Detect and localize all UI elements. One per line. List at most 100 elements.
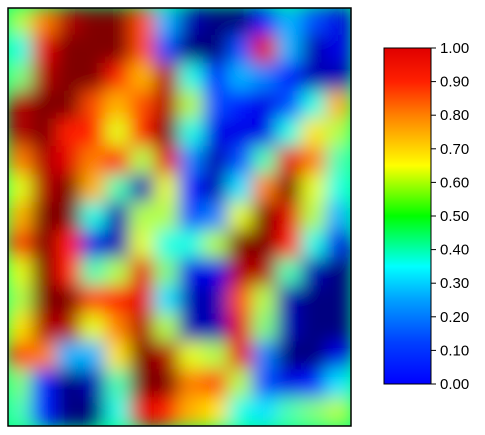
heatmap-cell — [301, 146, 328, 177]
heatmap-cell — [8, 174, 34, 205]
heatmap-cell — [31, 341, 58, 372]
heatmap-cell — [154, 229, 181, 260]
heatmap-cell — [154, 369, 181, 400]
heatmap-cell — [56, 285, 83, 316]
heatmap-cell — [325, 313, 351, 344]
heatmap-cell — [325, 118, 351, 149]
heatmap-cell — [56, 146, 83, 177]
heatmap-cell — [227, 341, 254, 372]
heatmap-cell — [301, 8, 328, 37]
heatmap-cell — [154, 90, 181, 121]
heatmap-cell — [105, 257, 132, 288]
heatmap-cell — [105, 341, 132, 372]
heatmap-cell — [178, 62, 205, 93]
heatmap-cell — [31, 257, 58, 288]
heatmap-cell — [105, 90, 132, 121]
heatmap-cell — [8, 369, 34, 400]
heatmap-cell — [178, 229, 205, 260]
heatmap-cell — [227, 174, 254, 205]
heatmap-cell — [276, 285, 303, 316]
heatmap-cell — [56, 62, 83, 93]
heatmap-cell — [8, 202, 34, 232]
heatmap-cell — [203, 174, 230, 205]
heatmap-cell — [301, 118, 328, 149]
colorbar-tick-label: 0.30 — [440, 275, 469, 292]
heatmap-cell — [276, 90, 303, 121]
heatmap-cell — [8, 146, 34, 177]
heatmap-cell — [178, 34, 205, 65]
heatmap-cell — [154, 285, 181, 316]
heatmap-cell — [8, 8, 34, 37]
heatmap-cell — [129, 146, 156, 177]
heatmap-cell — [80, 313, 107, 344]
heatmap-cell — [301, 62, 328, 93]
colorbar-tick-label: 0.50 — [440, 208, 469, 225]
heatmap-cell — [105, 313, 132, 344]
heatmap-cell — [56, 8, 83, 37]
heatmap-cell — [8, 341, 34, 372]
heatmap-cell — [31, 313, 58, 344]
heatmap-cell — [252, 62, 279, 93]
heatmap-cell — [154, 397, 181, 426]
heatmap-cell — [325, 229, 351, 260]
heatmap-cell — [178, 174, 205, 205]
heatmap-cell — [105, 118, 132, 149]
heatmap-cell — [56, 174, 83, 205]
heatmap-cell — [301, 397, 328, 426]
heatmap-cell — [203, 257, 230, 288]
heatmap-cell — [31, 397, 58, 426]
heatmap-cell — [154, 313, 181, 344]
heatmap-cell — [227, 90, 254, 121]
heatmap-cell — [129, 229, 156, 260]
heatmap-cell — [80, 285, 107, 316]
heatmap-cell — [203, 90, 230, 121]
heatmap-cell — [56, 257, 83, 288]
heatmap-cell — [203, 341, 230, 372]
heatmap-cell — [178, 257, 205, 288]
heatmap-cell — [325, 285, 351, 316]
heatmap-cell — [276, 62, 303, 93]
heatmap-cell — [301, 257, 328, 288]
heatmap-cell — [227, 313, 254, 344]
heatmap-cell — [80, 146, 107, 177]
heatmap-cell — [301, 285, 328, 316]
heatmap-cell — [8, 397, 34, 426]
heatmap-cell — [8, 62, 34, 93]
heatmap-cell — [80, 118, 107, 149]
heatmap-cell — [31, 62, 58, 93]
heatmap-cell — [154, 174, 181, 205]
heatmap-cell — [301, 313, 328, 344]
heatmap-cell — [31, 8, 58, 37]
heatmap-cell — [276, 313, 303, 344]
heatmap-cell — [105, 174, 132, 205]
colorbar-gradient — [384, 48, 431, 384]
heatmap-cell — [203, 229, 230, 260]
heatmap-cell — [31, 90, 58, 121]
heatmap-cell — [56, 202, 83, 232]
heatmap-cell — [301, 229, 328, 260]
heatmap-cell — [8, 90, 34, 121]
heatmap-cell — [325, 146, 351, 177]
heatmap-cell — [80, 62, 107, 93]
colorbar-tick-label: 0.10 — [440, 342, 469, 359]
heatmap-cell — [178, 118, 205, 149]
heatmap-cell — [227, 34, 254, 65]
heatmap-cell — [227, 369, 254, 400]
heatmap-cell — [301, 202, 328, 232]
heatmap-cell — [203, 8, 230, 37]
heatmap-cell — [203, 34, 230, 65]
heatmap-cell — [8, 34, 34, 65]
heatmap-cell — [80, 369, 107, 400]
heatmap-cell — [8, 313, 34, 344]
heatmap-cell — [129, 202, 156, 232]
heatmap-cell — [276, 8, 303, 37]
heatmap-cell — [129, 369, 156, 400]
heatmap-cell — [325, 257, 351, 288]
heatmap-cell — [178, 202, 205, 232]
heatmap-cell — [105, 369, 132, 400]
heatmap-cell — [154, 118, 181, 149]
heatmap-cell — [276, 146, 303, 177]
heatmap-cell — [129, 397, 156, 426]
heatmap-cell — [252, 257, 279, 288]
heatmap-cell — [56, 369, 83, 400]
